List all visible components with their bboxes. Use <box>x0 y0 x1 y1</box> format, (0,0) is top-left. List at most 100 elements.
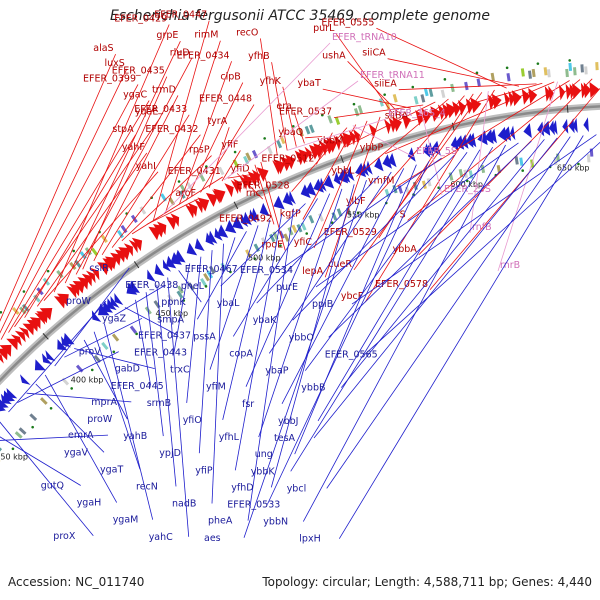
forward-gene-arrow <box>565 83 572 100</box>
forward-gene-label: EFER_0435 <box>112 66 165 77</box>
forward-label-leader <box>429 87 600 291</box>
forward-gene-label: ybbM <box>317 136 343 147</box>
cds-band-segment <box>300 222 307 231</box>
cds-band-segment <box>464 81 469 91</box>
reverse-gene-label: EFER_0533 <box>227 500 280 511</box>
reverse-label-leader <box>234 214 283 471</box>
cds-band-segment <box>476 78 481 87</box>
reverse-label-leader <box>364 141 600 355</box>
forward-gene-arrow <box>521 88 531 105</box>
reverse-gene-label: yfiP <box>195 465 213 476</box>
reverse-gene-label: EFER_0467 <box>185 264 238 275</box>
reverse-label-leader <box>266 161 430 505</box>
reverse-gene-arrow <box>407 147 416 162</box>
forward-label-leader <box>254 164 275 225</box>
scale-tick-label: 450 kbp <box>155 309 188 318</box>
forward-gene-label: luxS <box>104 58 124 69</box>
reverse-gene-label: pheA <box>208 516 233 527</box>
forward-gene-arrow <box>313 143 325 159</box>
cds-band-segment <box>18 427 27 435</box>
track-dot <box>49 406 53 410</box>
forward-label-leader <box>0 68 128 334</box>
reverse-label-leader <box>35 383 105 453</box>
reverse-gene-arrow <box>540 120 551 136</box>
rna-label-leader <box>352 125 415 158</box>
forward-gene-arrow <box>118 247 131 261</box>
reverse-label-leader <box>103 323 154 520</box>
reverse-gene-arrow <box>489 128 497 144</box>
rna-label-leader <box>287 118 387 151</box>
forward-label-leader <box>282 86 297 147</box>
rna-label-leader <box>162 42 331 215</box>
forward-gene-arrow <box>97 262 110 276</box>
forward-gene-label: ybaT <box>298 78 321 89</box>
reverse-gene-arrow <box>232 216 244 230</box>
cds-band-segment <box>392 93 398 103</box>
cds-band-segment <box>100 234 108 243</box>
reverse-gene-arrow <box>243 211 252 226</box>
reverse-gene-label: aes <box>204 533 221 544</box>
reverse-gene-label: EFER_0534 <box>240 265 293 276</box>
cds-band-segment <box>309 124 315 134</box>
forward-gene-arrow <box>165 216 177 230</box>
cds-band-segment <box>245 249 252 258</box>
cds-band-segment <box>29 413 38 422</box>
reverse-gene-label: ygaT <box>100 464 123 475</box>
forward-label-leader <box>333 104 424 118</box>
cds-band-segment <box>336 208 343 217</box>
reverse-label-leader <box>222 219 271 420</box>
forward-gene-arrow <box>0 354 4 364</box>
reverse-gene-arrow <box>20 374 31 385</box>
cds-band-segment <box>531 68 536 78</box>
forward-gene-label: EFER_0528 <box>237 181 290 192</box>
forward-label-leader <box>293 111 305 144</box>
forward-gene-label: EFER_0447 <box>154 10 207 21</box>
forward-gene-label: EFER_0399 <box>83 73 136 84</box>
reverse-label-leader <box>74 348 155 369</box>
forward-gene-arrow <box>131 237 143 252</box>
reverse-gene-label: fsr <box>242 399 254 410</box>
forward-gene-label: yahI <box>136 161 156 172</box>
track-dot <box>577 162 580 166</box>
reverse-label-leader <box>224 237 236 270</box>
forward-label-leader <box>316 132 333 165</box>
reverse-gene-arrow <box>313 178 324 193</box>
cds-band-segment <box>69 261 77 271</box>
forward-gene-label: cueR <box>328 259 352 270</box>
scale-tick <box>566 104 569 113</box>
forward-gene-arrow <box>368 123 377 139</box>
reverse-gene-label: ygaZ <box>102 313 126 324</box>
forward-gene-label: ybbA <box>393 244 418 255</box>
reverse-gene-label: yahB <box>123 431 147 442</box>
rna-label-leader <box>223 80 359 181</box>
rna-gene-label: rnrB <box>500 260 520 271</box>
cds-band-segment <box>91 247 99 256</box>
reverse-label-leader <box>247 208 294 521</box>
forward-label-leader <box>376 27 507 89</box>
forward-label-leader <box>101 114 190 256</box>
reverse-gene-label: nadB <box>172 499 196 510</box>
cds-band-segment <box>353 107 360 117</box>
reverse-gene-label: purE <box>276 282 298 293</box>
forward-label-leader <box>64 41 181 284</box>
scale-tick <box>133 261 140 269</box>
reverse-gene-label: ybbN <box>263 517 288 528</box>
scale-tick-label: 400 kbp <box>71 376 104 385</box>
forward-gene-arrow <box>339 133 347 149</box>
reverse-label-leader <box>279 157 442 271</box>
forward-label-leader <box>165 40 221 213</box>
reverse-label-leader <box>294 164 417 455</box>
forward-gene-arrow <box>104 256 117 270</box>
forward-gene-label: stpA <box>112 124 134 135</box>
cds-band-segment <box>426 178 432 187</box>
forward-gene-arrow <box>470 97 482 114</box>
cds-band-segment <box>116 229 124 239</box>
forward-gene-arrow <box>251 169 261 184</box>
forward-gene-label: grpE <box>156 30 178 41</box>
track-dot <box>536 62 540 65</box>
forward-label-leader <box>121 155 212 242</box>
map-title: Escherichia fergusonii ATCC 35469, compl… <box>109 8 491 24</box>
track-dot <box>305 232 309 235</box>
cds-band-segment <box>468 170 474 179</box>
forward-gene-label: EFER_0555 <box>321 17 374 28</box>
